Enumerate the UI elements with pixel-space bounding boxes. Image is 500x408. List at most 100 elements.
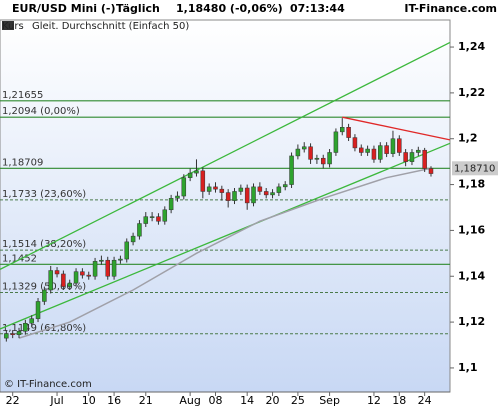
candle-body xyxy=(54,270,60,275)
candle-body xyxy=(80,271,85,276)
brand: IT-Finance.com xyxy=(404,2,497,15)
candle-body xyxy=(352,137,358,149)
level-label: 1,21655 xyxy=(2,90,43,101)
candle-body xyxy=(137,223,142,237)
candle-body xyxy=(225,192,231,201)
trendline xyxy=(0,41,451,270)
candle-body xyxy=(409,152,415,162)
candle-body xyxy=(48,270,53,291)
candle-body xyxy=(130,235,136,243)
x-tick-label: Aug xyxy=(179,394,200,407)
last-price: 1,18480 (-0,06%) xyxy=(176,2,283,15)
candle-body xyxy=(270,192,275,196)
x-tick-label: 10 xyxy=(82,394,96,407)
y-tick-label: 1,1 xyxy=(458,361,478,374)
candle-body xyxy=(29,318,34,324)
candle-body xyxy=(320,157,326,165)
candle-body xyxy=(219,188,225,193)
candle-body xyxy=(168,198,174,211)
candle-body xyxy=(143,216,149,224)
candle-body xyxy=(16,331,22,335)
candle-body xyxy=(118,258,123,261)
x-tick-label: Jul xyxy=(49,394,63,407)
candle-body xyxy=(200,170,206,192)
candle-body xyxy=(289,155,294,185)
candle-body xyxy=(149,216,155,218)
level-label: 1,18709 xyxy=(2,157,43,168)
x-tick-label: 08 xyxy=(208,394,222,407)
candle-body xyxy=(23,322,28,332)
y-tick-label: 1,14 xyxy=(458,269,485,282)
symbol: EUR/USD Mini (-) xyxy=(12,2,116,15)
candle-body xyxy=(86,274,91,277)
candle-body xyxy=(162,209,168,222)
candle-body xyxy=(295,148,301,157)
candle-body xyxy=(238,187,244,192)
x-tick-label: 24 xyxy=(418,394,432,407)
x-tick-label: 25 xyxy=(291,394,305,407)
candle-body xyxy=(99,259,104,262)
candle-body xyxy=(301,146,307,150)
level-label: 1,1149 (61,80%) xyxy=(2,323,86,334)
candle-body xyxy=(111,259,117,277)
candle-body xyxy=(232,191,237,201)
candle-body xyxy=(371,148,377,160)
candle-body xyxy=(156,216,161,222)
y-tick-label: 1,24 xyxy=(458,40,485,53)
candle-body xyxy=(308,146,313,160)
y-tick-label: 1,18 xyxy=(458,178,485,191)
x-tick-label: 12 xyxy=(367,394,381,407)
candle-body xyxy=(333,131,339,153)
legend-price: Kurs xyxy=(2,21,24,32)
interval: Täglich xyxy=(116,2,160,15)
candle-body xyxy=(187,172,193,178)
x-tick-label: 16 xyxy=(107,394,121,407)
candle-body xyxy=(403,152,408,162)
candle-body xyxy=(67,282,72,287)
candle-body xyxy=(428,168,434,174)
candle-body xyxy=(244,187,250,204)
candle-body xyxy=(314,157,320,160)
candle-body xyxy=(73,271,79,284)
candle-body xyxy=(213,186,218,190)
time: 07:13:44 xyxy=(290,2,345,15)
candle-body xyxy=(257,186,263,192)
last-label-box xyxy=(452,161,498,176)
candle-body xyxy=(175,195,180,199)
candle-body xyxy=(422,149,427,169)
last-label: 1,18710 xyxy=(454,163,495,174)
candle-body xyxy=(346,127,351,138)
candle-body xyxy=(397,138,402,153)
level-label: 1,1733 (23,60%) xyxy=(2,189,86,200)
y-tick-label: 1,16 xyxy=(458,223,485,236)
candle-body xyxy=(10,333,15,335)
trendline xyxy=(0,142,451,330)
candle-body xyxy=(365,148,370,153)
candle-body xyxy=(124,241,130,260)
candle-body xyxy=(194,170,199,174)
x-tick-label: 21 xyxy=(139,394,153,407)
y-tick-label: 1,12 xyxy=(458,315,485,328)
candle-body xyxy=(35,301,41,319)
candle-body xyxy=(251,186,256,204)
candle-body xyxy=(92,261,98,277)
plot-area xyxy=(0,19,451,393)
candle-body xyxy=(42,289,47,302)
y-tick-label: 1,22 xyxy=(458,86,485,99)
candle-body xyxy=(181,177,187,197)
legend-swatch xyxy=(2,21,14,30)
watermark: © IT-Finance.com xyxy=(4,379,92,390)
legend-ma: Gleit. Durchschnitt (Einfach 50) xyxy=(32,21,189,32)
x-tick-label: Sep xyxy=(319,394,340,407)
candle-body xyxy=(4,333,9,339)
level-label: 1,2094 (0,00%) xyxy=(2,106,80,117)
level-label: 1,1514 (38,20%) xyxy=(2,239,86,250)
x-tick-label: 20 xyxy=(266,394,280,407)
moving-average xyxy=(18,167,432,339)
candle-body xyxy=(378,145,383,160)
candle-body xyxy=(282,184,288,188)
candle-body xyxy=(340,127,345,133)
candle-body xyxy=(390,138,396,154)
candle-body xyxy=(61,273,66,287)
